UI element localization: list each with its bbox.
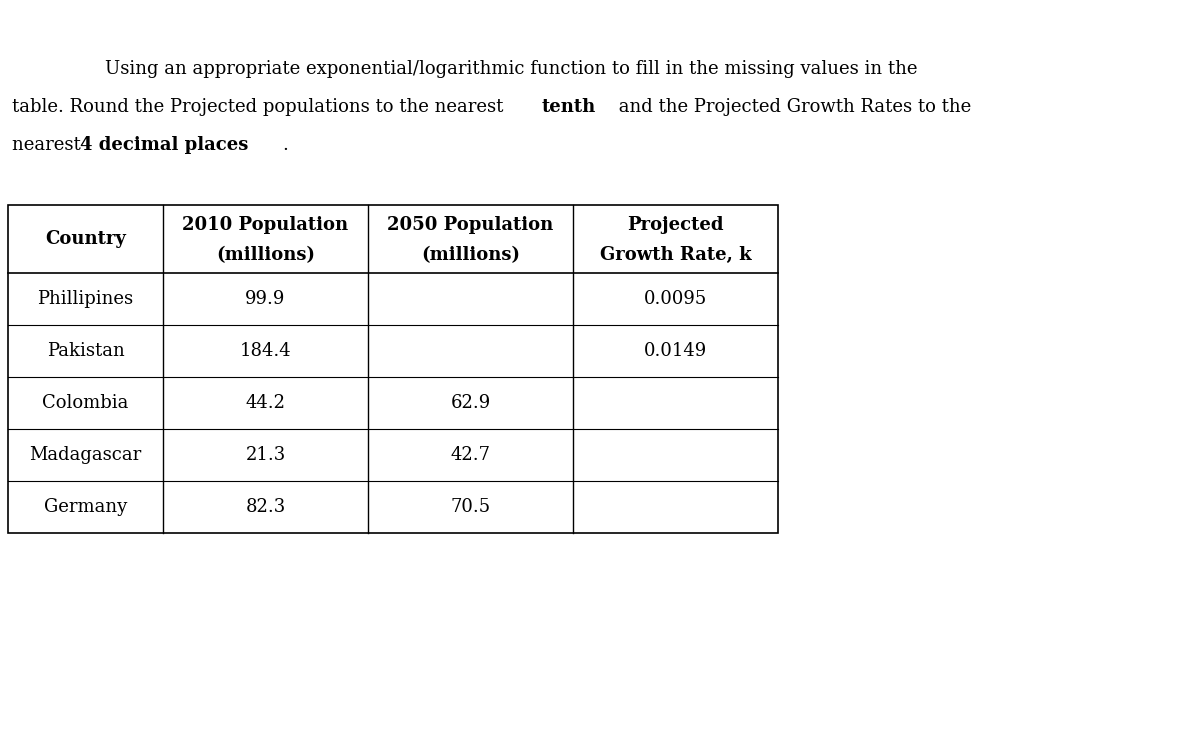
Text: 44.2: 44.2 — [246, 394, 286, 412]
Text: (millions): (millions) — [421, 246, 520, 264]
Text: Germany: Germany — [44, 498, 127, 516]
Text: 0.0149: 0.0149 — [644, 342, 707, 360]
Text: 0.0095: 0.0095 — [644, 290, 707, 308]
Text: Growth Rate, k: Growth Rate, k — [600, 246, 751, 264]
Text: 70.5: 70.5 — [450, 498, 491, 516]
Text: 21.3: 21.3 — [245, 446, 286, 464]
Text: 62.9: 62.9 — [450, 394, 491, 412]
Text: nearest: nearest — [12, 136, 86, 154]
Text: 99.9: 99.9 — [245, 290, 286, 308]
Text: Using an appropriate exponential/logarithmic function to fill in the missing val: Using an appropriate exponential/logarit… — [106, 60, 918, 78]
Text: and the Projected Growth Rates to the: and the Projected Growth Rates to the — [613, 98, 971, 116]
Text: Colombia: Colombia — [42, 394, 128, 412]
Text: table. Round the Projected populations to the nearest: table. Round the Projected populations t… — [12, 98, 509, 116]
Text: Country: Country — [46, 230, 126, 248]
Text: 184.4: 184.4 — [240, 342, 292, 360]
Bar — [8, 205, 778, 533]
Text: 42.7: 42.7 — [450, 446, 491, 464]
Text: Phillipines: Phillipines — [37, 290, 133, 308]
Text: 2050 Population: 2050 Population — [388, 216, 553, 234]
Text: 2010 Population: 2010 Population — [182, 216, 348, 234]
Text: tenth: tenth — [542, 98, 596, 116]
Text: Pakistan: Pakistan — [47, 342, 125, 360]
Text: 4 decimal places: 4 decimal places — [80, 136, 248, 154]
Text: 82.3: 82.3 — [245, 498, 286, 516]
Text: (millions): (millions) — [216, 246, 314, 264]
Text: .: . — [282, 136, 288, 154]
Text: Projected: Projected — [628, 216, 724, 234]
Text: Madagascar: Madagascar — [29, 446, 142, 464]
